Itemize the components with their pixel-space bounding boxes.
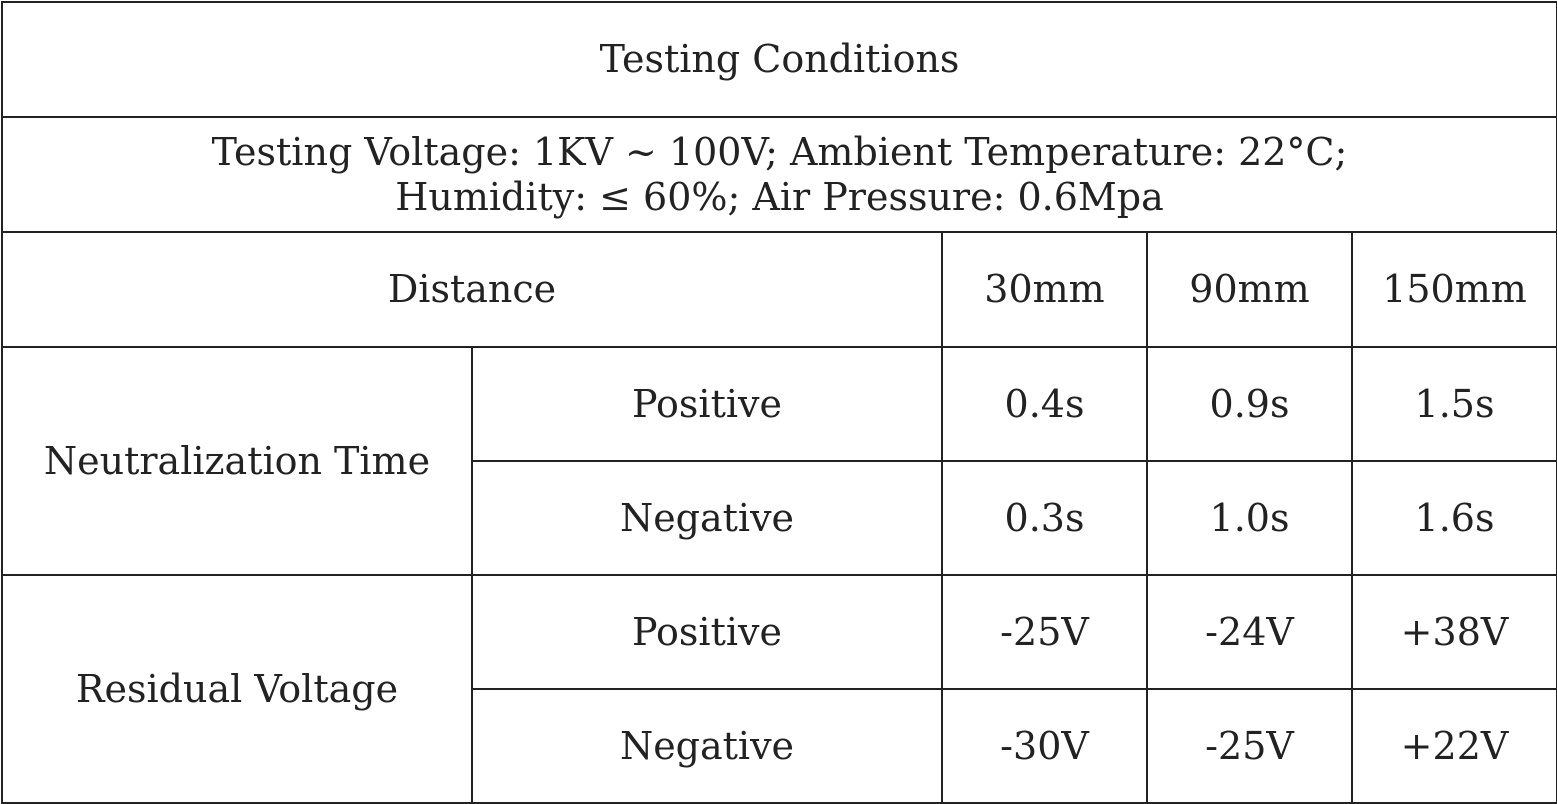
- value-cell: 1.0s: [1146, 460, 1353, 576]
- value-cell: 1.6s: [1351, 460, 1557, 576]
- conditions-line-2: Humidity: ≤ 60%; Air Pressure: 0.6Mpa: [395, 174, 1164, 219]
- distance-90mm-header: 90mm: [1146, 231, 1353, 348]
- testing-conditions-cell: Testing Voltage: 1KV ~ 100V; Ambient Tem…: [1, 116, 1557, 233]
- distance-30mm-header: 30mm: [941, 231, 1148, 348]
- table-row: Neutralization Time Positive 0.4s 0.9s 1…: [1, 346, 1557, 576]
- table-title: Testing Conditions: [1, 1, 1557, 118]
- value-cell: +22V: [1351, 688, 1557, 804]
- polarity-label: Negative: [471, 688, 943, 804]
- value-cell: 0.3s: [941, 460, 1148, 576]
- group-label-residual-voltage: Residual Voltage: [1, 574, 473, 804]
- distance-header: Distance: [1, 231, 943, 348]
- table-row: Residual Voltage Positive -25V -24V +38V: [1, 574, 1557, 804]
- value-cell: -25V: [941, 574, 1148, 690]
- group-label-neutralization-time: Neutralization Time: [1, 346, 473, 576]
- table-row: Negative -30V -25V +22V: [2, 688, 1557, 804]
- conditions-line-1: Testing Voltage: 1KV ~ 100V; Ambient Tem…: [211, 129, 1348, 174]
- polarity-label: Positive: [471, 346, 943, 462]
- value-cell: -24V: [1146, 574, 1353, 690]
- polarity-label: Negative: [471, 460, 943, 576]
- value-cell: 1.5s: [1351, 346, 1557, 462]
- value-cell: 0.4s: [941, 346, 1148, 462]
- polarity-label: Positive: [471, 574, 943, 690]
- value-cell: -30V: [941, 688, 1148, 804]
- table-row: Negative 0.3s 1.0s 1.6s: [2, 460, 1557, 576]
- value-cell: -25V: [1146, 688, 1353, 804]
- distance-150mm-header: 150mm: [1351, 231, 1557, 348]
- value-cell: 0.9s: [1146, 346, 1353, 462]
- value-cell: +38V: [1351, 574, 1557, 690]
